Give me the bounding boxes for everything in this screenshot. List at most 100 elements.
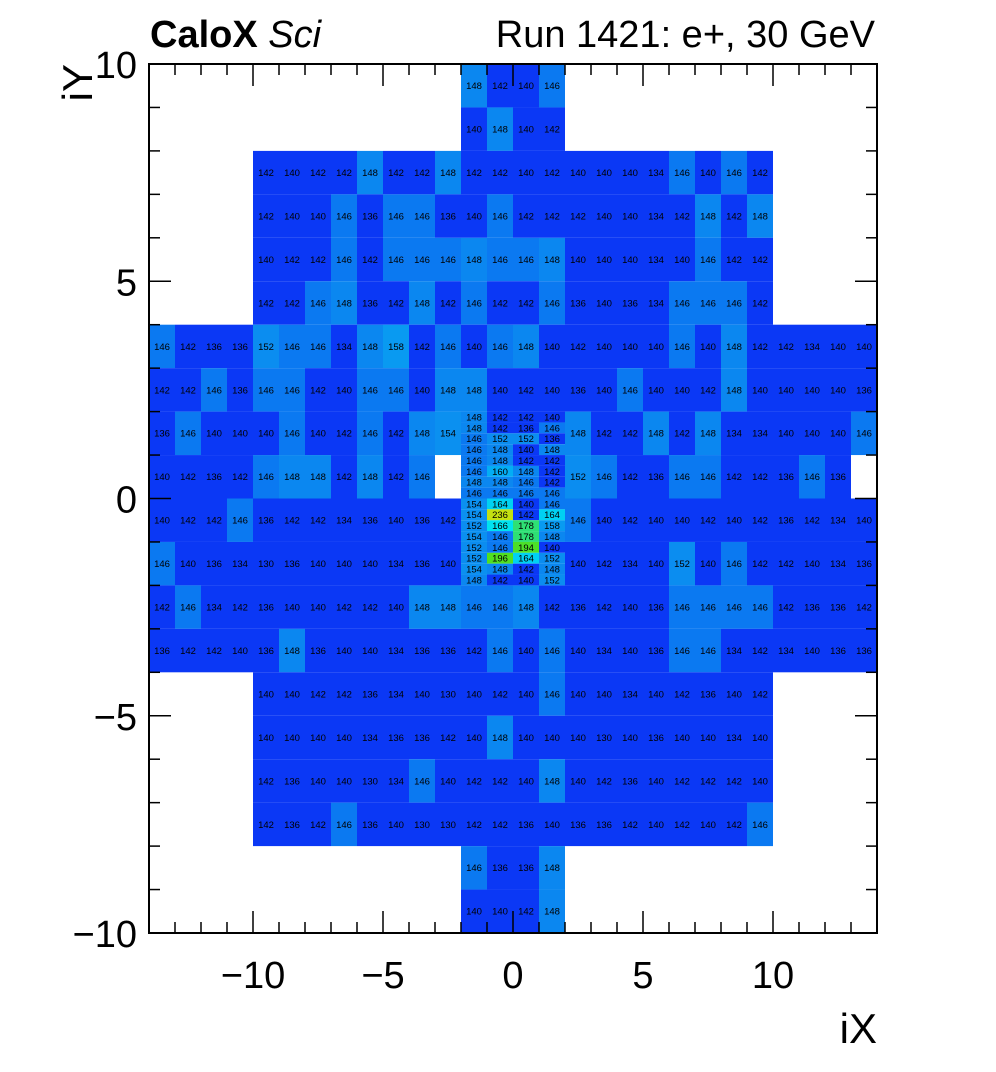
coarse-label: 142 (492, 776, 508, 787)
coarse-cell (669, 759, 695, 803)
coarse-label: 136 (778, 472, 794, 483)
coarse-label: 142 (544, 125, 560, 136)
coarse-cell (773, 455, 799, 499)
coarse-label: 142 (700, 516, 716, 527)
coarse-label: 136 (622, 776, 638, 787)
fine-label: 142 (518, 456, 534, 467)
fine-cell (461, 487, 487, 499)
coarse-label: 148 (492, 125, 508, 136)
fine-label: 146 (518, 488, 534, 499)
coarse-cell (175, 541, 201, 586)
coarse-label: 134 (388, 776, 404, 787)
coarse-cell (253, 194, 279, 238)
coarse-label: 140 (414, 689, 430, 700)
fine-cell (487, 509, 513, 521)
coarse-cell (461, 281, 487, 325)
coarse-cell (253, 411, 279, 456)
coarse-label: 146 (336, 820, 352, 831)
coarse-cell (279, 498, 305, 542)
coarse-cell (721, 541, 747, 586)
coarse-cell (357, 541, 383, 586)
coarse-label: 146 (180, 429, 196, 440)
coarse-label: 148 (362, 168, 378, 179)
coarse-cell (175, 455, 201, 499)
coarse-label: 130 (258, 559, 274, 570)
coarse-cell (461, 150, 487, 195)
coarse-cell (279, 150, 305, 195)
coarse-cell (487, 64, 513, 108)
coarse-label: 134 (726, 733, 742, 744)
fine-label: 146 (518, 478, 534, 489)
coarse-label: 146 (466, 603, 482, 614)
fine-cell (539, 563, 565, 575)
coarse-cell (851, 411, 877, 456)
coarse-cell (331, 498, 357, 542)
coarse-label: 146 (544, 81, 560, 92)
coarse-cell (253, 150, 279, 195)
fine-cell (461, 520, 487, 532)
coarse-label: 142 (258, 820, 274, 831)
coarse-label: 136 (830, 646, 846, 657)
fine-label: 142 (518, 565, 534, 576)
coarse-label: 134 (648, 168, 664, 179)
coarse-label: 142 (518, 211, 534, 222)
coarse-cell (461, 628, 487, 673)
coarse-cell (643, 498, 669, 542)
coarse-label: 146 (492, 646, 508, 657)
coarse-cell (747, 585, 773, 629)
coarse-label: 146 (622, 385, 638, 396)
coarse-cell (747, 802, 773, 847)
coarse-label: 142 (570, 342, 586, 353)
coarse-cell (149, 368, 175, 412)
coarse-cell (279, 237, 305, 282)
coarse-label: 140 (700, 559, 716, 570)
fine-label: 152 (492, 434, 508, 445)
coarse-label: 136 (362, 298, 378, 309)
coarse-label: 142 (674, 689, 690, 700)
coarse-label: 142 (596, 429, 612, 440)
coarse-label: 136 (258, 646, 274, 657)
coarse-label: 142 (232, 472, 248, 483)
coarse-label: 142 (778, 603, 794, 614)
coarse-label: 142 (336, 429, 352, 440)
coarse-cell (513, 759, 539, 803)
fine-label: 146 (544, 499, 560, 510)
coarse-cell (565, 455, 591, 499)
coarse-cell (747, 368, 773, 412)
coarse-label: 142 (258, 211, 274, 222)
coarse-cell (461, 64, 487, 108)
coarse-cell (357, 455, 383, 499)
coarse-cell (643, 585, 669, 629)
coarse-label: 142 (518, 385, 534, 396)
coarse-cell (487, 846, 513, 890)
coarse-label: 142 (206, 646, 222, 657)
coarse-label: 146 (284, 342, 300, 353)
coarse-label: 146 (466, 298, 482, 309)
coarse-cell (331, 628, 357, 673)
coarse-label: 146 (752, 603, 768, 614)
coarse-cell (513, 107, 539, 151)
coarse-label: 140 (232, 429, 248, 440)
fine-label: 152 (544, 575, 560, 586)
coarse-cell (253, 715, 279, 760)
coarse-label: 142 (622, 820, 638, 831)
coarse-cell (799, 541, 825, 586)
coarse-cell (851, 498, 877, 542)
coarse-cell (253, 628, 279, 673)
coarse-cell (279, 802, 305, 847)
plot-title-right: Run 1421: e+, 30 GeV (495, 14, 875, 56)
coarse-cell (825, 455, 851, 499)
coarse-cell (591, 585, 617, 629)
coarse-label: 146 (388, 255, 404, 266)
fine-cell (513, 552, 539, 564)
coarse-cell (747, 237, 773, 282)
fine-label: 148 (492, 445, 508, 456)
coarse-label: 140 (388, 603, 404, 614)
fine-cell (487, 422, 513, 434)
coarse-cell (565, 324, 591, 369)
coarse-label: 136 (284, 820, 300, 831)
coarse-label: 146 (726, 298, 742, 309)
coarse-cell (669, 411, 695, 456)
coarse-label: 140 (154, 516, 170, 527)
coarse-cell (461, 324, 487, 369)
